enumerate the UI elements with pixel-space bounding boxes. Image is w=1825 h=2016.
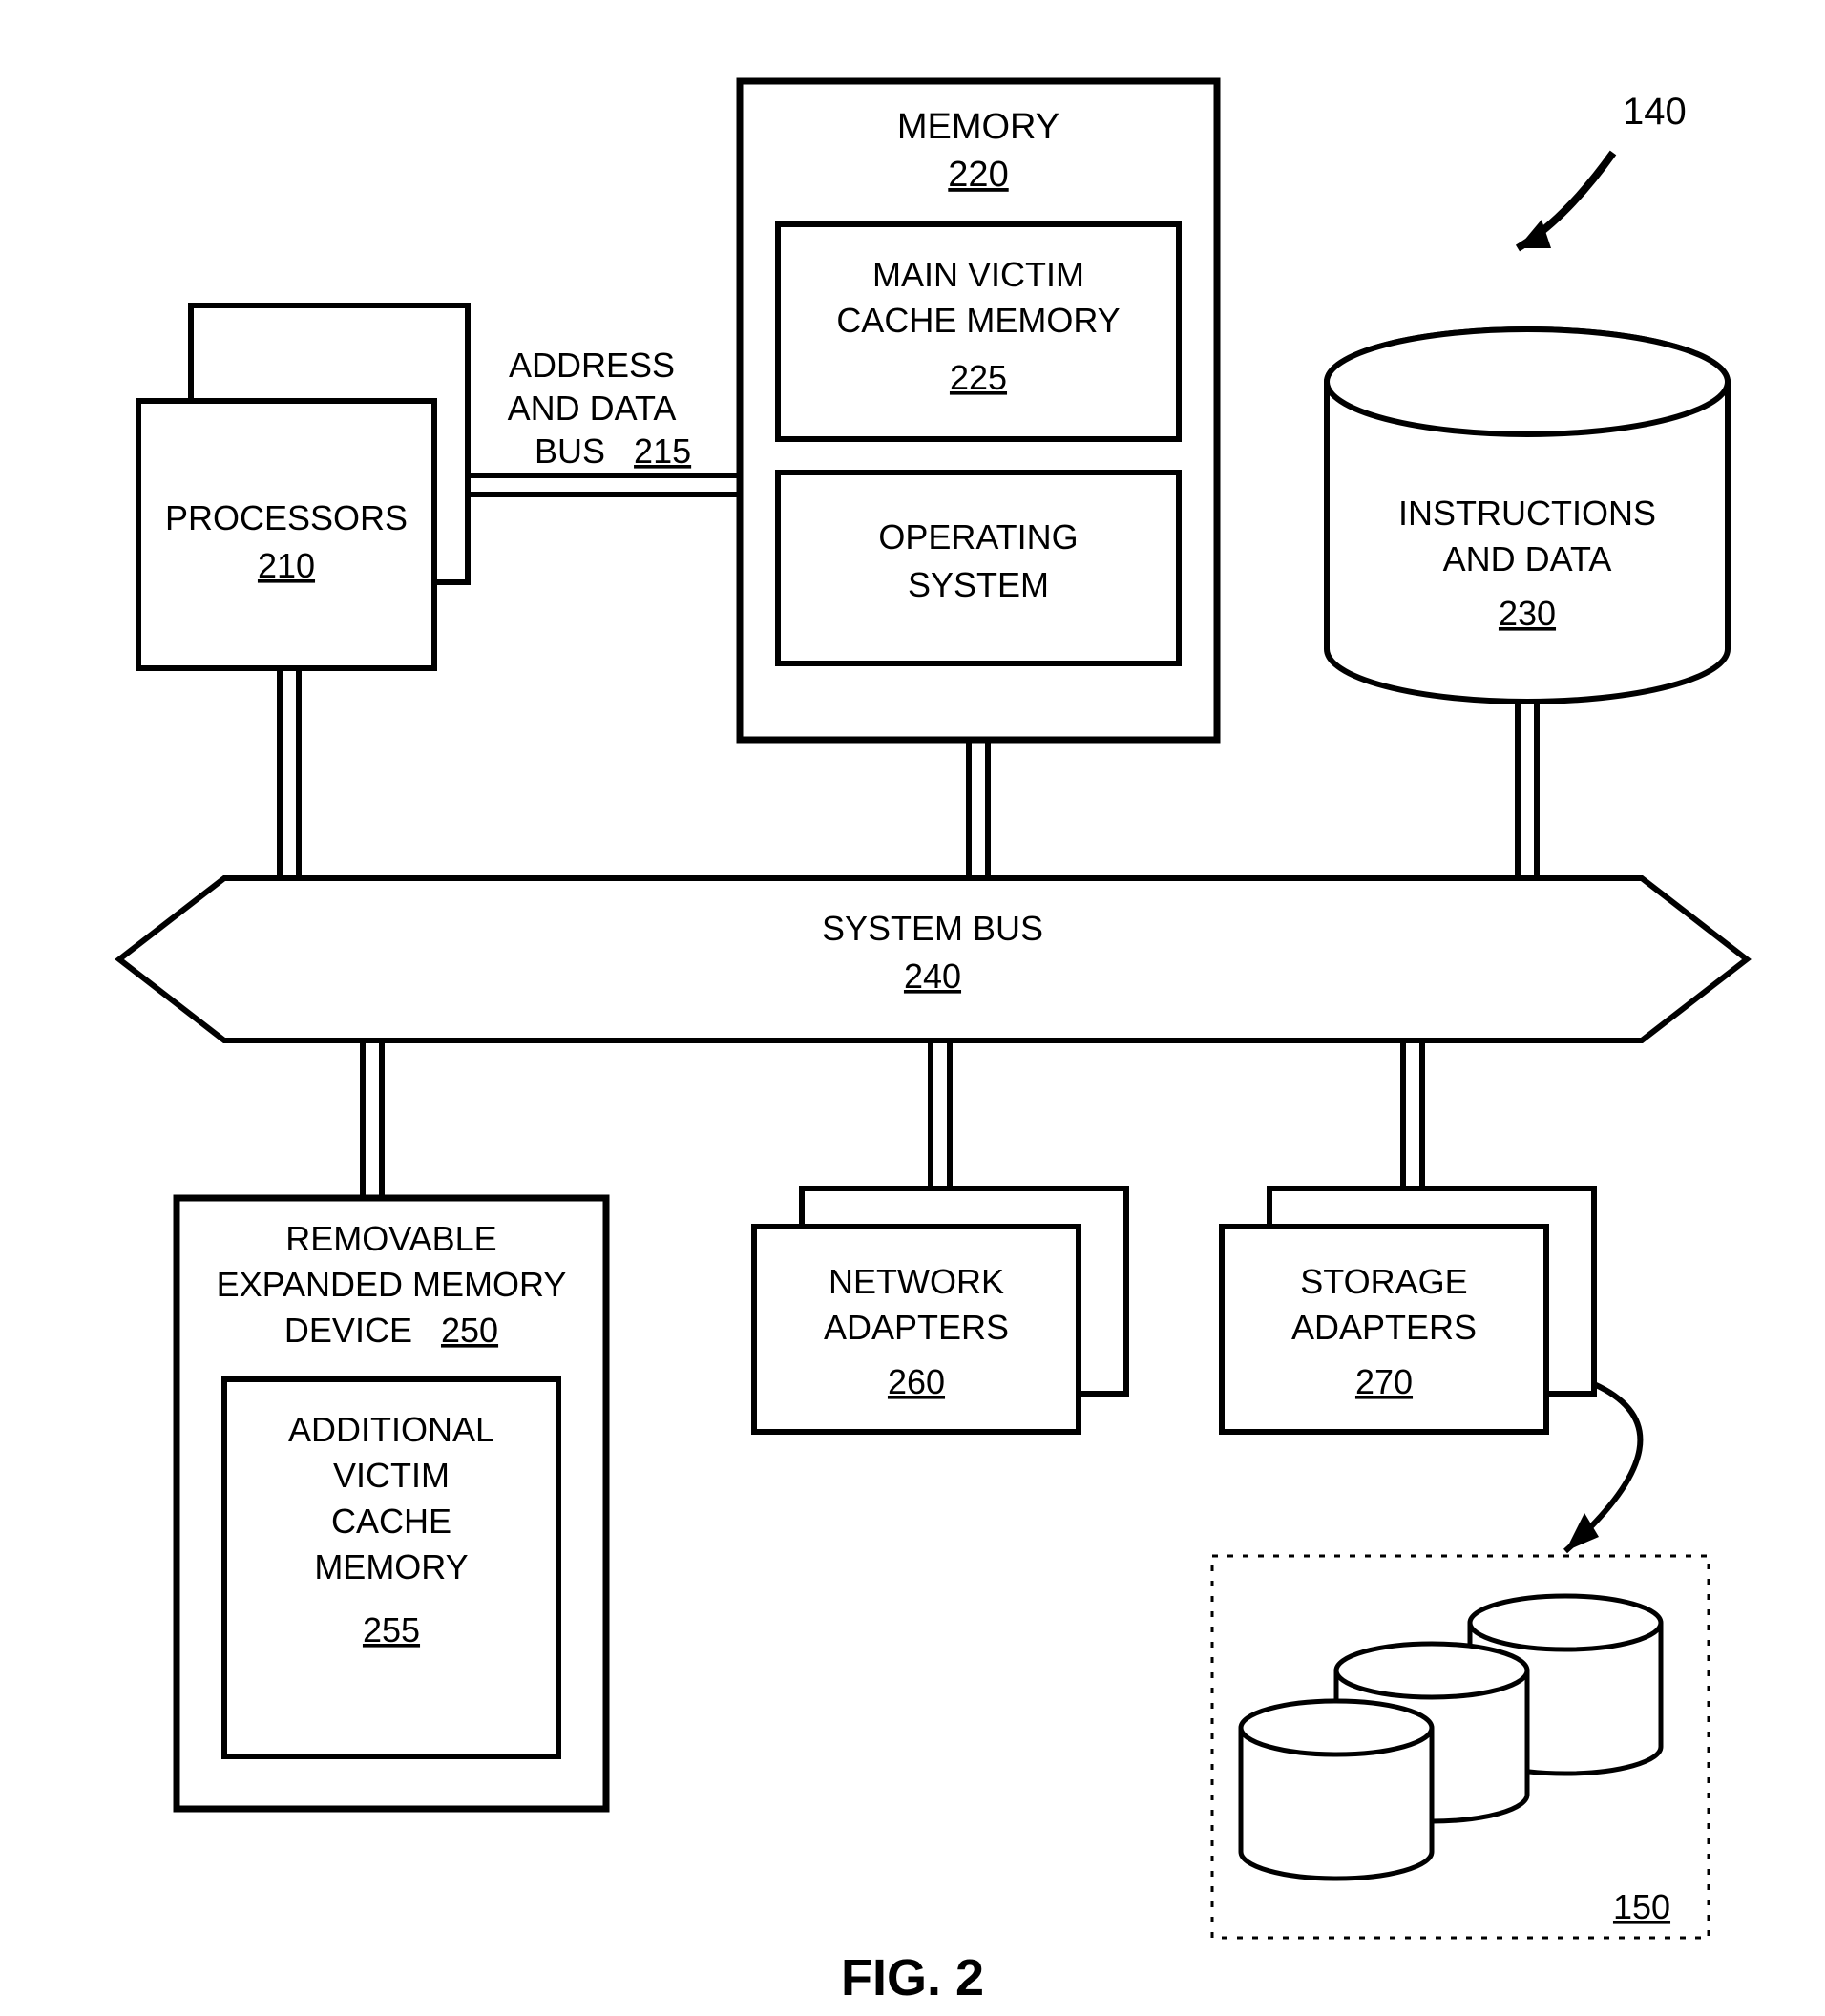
svg-text:150: 150: [1613, 1887, 1670, 1926]
svg-text:ADDRESS: ADDRESS: [509, 346, 675, 385]
svg-text:REMOVABLE: REMOVABLE: [285, 1219, 496, 1258]
svg-text:CACHE MEMORY: CACHE MEMORY: [836, 301, 1120, 340]
svg-text:CACHE: CACHE: [331, 1502, 451, 1541]
instructions-cylinder: INSTRUCTIONS AND DATA 230: [1327, 329, 1728, 702]
svg-text:225: 225: [950, 358, 1007, 397]
svg-text:DEVICE 250: DEVICE 250: [284, 1311, 498, 1350]
svg-text:VICTIM: VICTIM: [333, 1456, 450, 1495]
svg-text:ADAPTERS: ADAPTERS: [824, 1308, 1009, 1347]
svg-text:AND DATA: AND DATA: [1443, 539, 1612, 578]
svg-text:INSTRUCTIONS: INSTRUCTIONS: [1398, 494, 1656, 533]
address-data-bus-label: ADDRESS AND DATA BUS 215: [508, 346, 691, 471]
svg-text:270: 270: [1355, 1362, 1413, 1401]
svg-text:AND DATA: AND DATA: [508, 388, 677, 428]
storage-adapters-block: STORAGE ADAPTERS 270: [1222, 1188, 1594, 1432]
svg-text:260: 260: [888, 1362, 945, 1401]
svg-text:140: 140: [1623, 91, 1687, 133]
addr-data-bus-connector: [468, 475, 740, 494]
processors-block: PROCESSORS 210: [138, 305, 468, 668]
diagram-svg: 140 PROCESSORS 210 ADDRESS AND DATA BUS …: [0, 0, 1825, 2016]
svg-text:OPERATING: OPERATING: [878, 517, 1078, 556]
svg-text:220: 220: [948, 155, 1008, 195]
svg-text:SYSTEM: SYSTEM: [908, 565, 1049, 604]
svg-text:STORAGE: STORAGE: [1300, 1262, 1467, 1301]
svg-text:ADAPTERS: ADAPTERS: [1291, 1308, 1477, 1347]
processors-label: PROCESSORS: [165, 498, 408, 537]
svg-text:255: 255: [363, 1610, 420, 1649]
storage-to-disks-connector: [1565, 1384, 1640, 1551]
network-adapters-block: NETWORK ADAPTERS 260: [754, 1188, 1126, 1432]
memory-block: MEMORY 220 MAIN VICTIM CACHE MEMORY 225 …: [740, 81, 1217, 740]
processors-ref: 210: [258, 546, 315, 585]
bottom-connectors: [363, 1040, 1422, 1198]
svg-text:BUS 215: BUS 215: [535, 431, 691, 471]
callout-140: 140: [1518, 91, 1687, 248]
disk-array: 150: [1212, 1556, 1709, 1938]
svg-text:MEMORY: MEMORY: [314, 1547, 468, 1586]
svg-text:MEMORY: MEMORY: [897, 107, 1059, 147]
svg-text:EXPANDED MEMORY: EXPANDED MEMORY: [217, 1265, 567, 1304]
figure-title: FIG. 2: [841, 1949, 984, 2006]
removable-memory-block: REMOVABLE EXPANDED MEMORY DEVICE 250 ADD…: [177, 1198, 606, 1809]
svg-text:240: 240: [904, 956, 961, 996]
svg-text:NETWORK: NETWORK: [829, 1262, 1004, 1301]
svg-text:ADDITIONAL: ADDITIONAL: [288, 1410, 494, 1449]
system-bus: SYSTEM BUS 240: [119, 878, 1747, 1040]
svg-text:MAIN VICTIM: MAIN VICTIM: [872, 255, 1084, 294]
svg-text:230: 230: [1499, 594, 1556, 633]
svg-text:SYSTEM BUS: SYSTEM BUS: [822, 909, 1043, 948]
